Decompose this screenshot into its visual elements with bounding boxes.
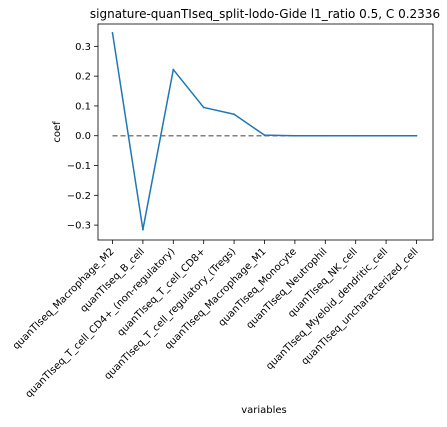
data-point-3 bbox=[203, 107, 205, 109]
y-tick-label: 0.3 bbox=[75, 42, 91, 53]
y-axis-label: coef bbox=[52, 121, 63, 143]
data-point-0 bbox=[112, 32, 114, 34]
y-tick-label: 0.2 bbox=[75, 72, 91, 83]
data-point-2 bbox=[172, 69, 174, 71]
chart-title: signature-quanTIseq_split-lodo-Gide l1_r… bbox=[90, 7, 440, 21]
x-axis: quanTIseq_Macrophage_M2quanTIseq_B_cellq… bbox=[11, 240, 421, 400]
data-point-10 bbox=[416, 135, 418, 137]
series-layer bbox=[112, 32, 418, 230]
y-tick-label: −0.2 bbox=[67, 191, 91, 202]
plot-frame bbox=[98, 24, 433, 240]
data-point-6 bbox=[294, 135, 296, 137]
y-tick-label: −0.3 bbox=[67, 221, 91, 232]
data-point-4 bbox=[233, 113, 235, 115]
data-point-9 bbox=[385, 135, 387, 137]
y-tick-label: 0.0 bbox=[75, 131, 91, 142]
data-point-8 bbox=[355, 135, 357, 137]
series-line-0 bbox=[113, 33, 417, 230]
data-point-5 bbox=[264, 134, 266, 136]
data-point-7 bbox=[324, 135, 326, 137]
x-axis-label: variables bbox=[241, 405, 287, 416]
y-axis: −0.3 −0.2 −0.1 0.0 0.1 0.2 0.3 bbox=[67, 42, 98, 232]
data-point-1 bbox=[142, 229, 144, 231]
y-tick-label: 0.1 bbox=[75, 101, 91, 112]
y-tick-label: −0.1 bbox=[67, 161, 91, 172]
